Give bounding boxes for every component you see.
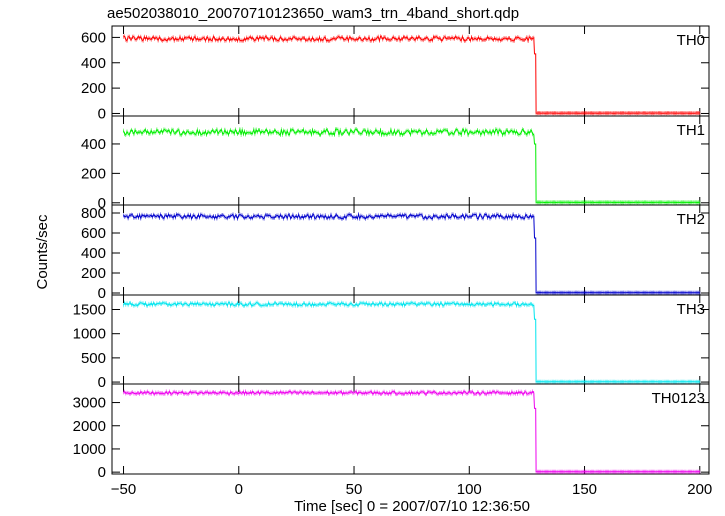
panel-label: TH0 — [677, 32, 705, 49]
series-line — [123, 212, 700, 294]
series-line — [123, 301, 700, 383]
y-tick-label: 400 — [81, 245, 106, 262]
y-tick-label: 0 — [98, 374, 106, 391]
x-axis-title: Time [sec] 0 = 2007/07/10 12:36:50 — [294, 498, 530, 515]
series-error-bars — [123, 34, 701, 116]
panel-frame — [111, 383, 710, 475]
x-tick-label: −50 — [111, 481, 136, 498]
chart-title: ae502038010_20070710123650_wam3_trn_4ban… — [107, 5, 519, 22]
y-tick-label: 1500 — [73, 302, 106, 319]
series-line — [123, 35, 700, 114]
y-tick-label: 200 — [81, 165, 106, 182]
panel-frame — [111, 204, 710, 296]
x-tick-label: 200 — [687, 481, 712, 498]
panel-label: TH1 — [677, 122, 705, 139]
y-tick-label: 500 — [81, 350, 106, 367]
y-tick-label: 400 — [81, 55, 106, 72]
series-error-bars — [123, 212, 701, 295]
panel-frame — [111, 115, 710, 206]
y-tick-label: 0 — [98, 195, 106, 212]
y-tick-label: 0 — [98, 105, 106, 122]
y-tick-label: 3000 — [73, 395, 106, 412]
y-axis-title: Counts/sec — [34, 214, 51, 290]
panel-label: TH2 — [677, 211, 705, 228]
panel-th1: 0 200 400 TH1 — [81, 115, 710, 212]
y-tick-label: 600 — [81, 29, 106, 46]
panel-label: TH0123 — [652, 390, 705, 407]
x-tick-label: 150 — [572, 481, 597, 498]
y-tick-label: 400 — [81, 136, 106, 153]
y-tick-label: 800 — [81, 205, 106, 222]
y-tick-label: 0 — [98, 285, 106, 302]
panel-label: TH3 — [677, 301, 705, 318]
panel-th2: 0 200 400 600 800 TH2 — [81, 204, 710, 302]
x-tick-label: 0 — [235, 481, 243, 498]
x-tick-label: 100 — [457, 481, 482, 498]
y-tick-label: 600 — [81, 225, 106, 242]
x-tick-label: 50 — [346, 481, 363, 498]
panel-th3: 0 500 1000 1500 TH3 — [73, 294, 710, 391]
panel-th0: 0 200 400 600 TH0 — [81, 25, 710, 122]
panel-frame — [111, 294, 710, 385]
panel-th0123: 0 1000 2000 3000 TH0123 — [73, 383, 710, 481]
series-error-bars — [123, 127, 701, 205]
y-tick-label: 200 — [81, 80, 106, 97]
y-tick-label: 2000 — [73, 418, 106, 435]
series-error-bars — [123, 300, 701, 384]
y-tick-label: 1000 — [73, 326, 106, 343]
series-line — [123, 127, 700, 204]
series-line — [123, 390, 700, 473]
series-error-bars — [123, 389, 701, 474]
y-tick-label: 0 — [98, 464, 106, 481]
y-tick-label: 1000 — [73, 441, 106, 458]
y-tick-label: 200 — [81, 265, 106, 282]
